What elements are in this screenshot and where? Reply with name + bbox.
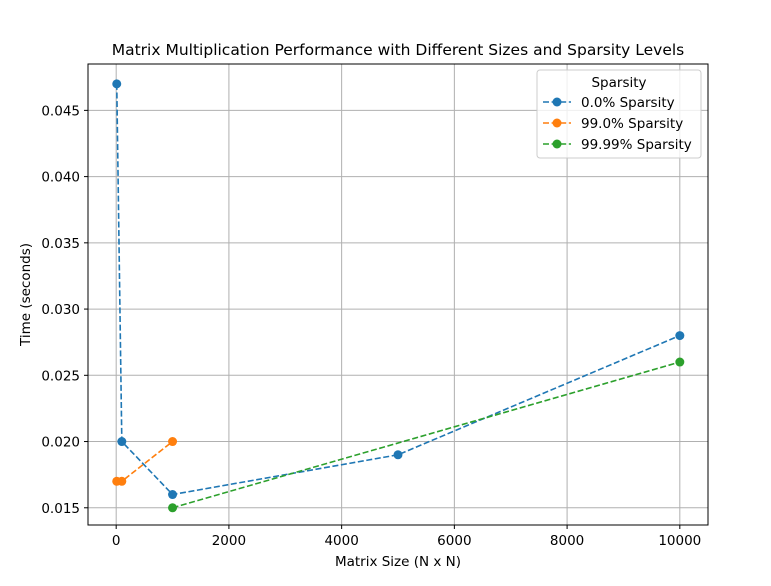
series-layer [112, 79, 685, 513]
x-tick-label: 6000 [437, 533, 471, 549]
y-tick-label: 0.045 [41, 103, 80, 119]
y-tick-label: 0.020 [41, 435, 80, 451]
plot-frame [87, 63, 709, 526]
legend-title: Sparsity [591, 75, 646, 91]
x-tick-label: 2000 [212, 533, 246, 549]
data-point [168, 437, 178, 447]
series-0 [112, 79, 685, 500]
y-tick-label: 0.025 [41, 368, 80, 384]
legend-marker [552, 97, 562, 107]
legend-box [536, 69, 702, 159]
data-point [112, 79, 122, 89]
legend-entry: 0.0% Sparsity [543, 95, 675, 111]
x-tick-label: 0 [112, 533, 121, 549]
y-tick-label: 0.015 [41, 501, 80, 517]
y-axis: 0.015 0.020 0.025 0.030 0.035 0.040 0.045 [41, 103, 88, 517]
data-point [168, 503, 178, 513]
data-point [675, 331, 685, 341]
series-line [172, 361, 681, 509]
legend-marker [552, 118, 562, 128]
data-point [117, 437, 127, 447]
data-point [675, 357, 685, 367]
series-1 [112, 437, 178, 486]
grid [88, 64, 708, 525]
legend-entry: 99.99% Sparsity [543, 137, 692, 153]
x-axis: 0 2000 4000 6000 8000 10000 [112, 525, 701, 549]
x-tick-label: 10000 [658, 533, 701, 549]
legend: Sparsity 0.0% Sparsity 99.0% Sparsity 99.99… [536, 69, 702, 159]
y-axis-label: Time (seconds) [18, 243, 34, 347]
data-point [168, 490, 178, 500]
data-point [393, 450, 403, 460]
y-tick-label: 0.040 [41, 170, 80, 186]
data-point [117, 476, 127, 486]
x-tick-label: 8000 [550, 533, 584, 549]
y-tick-label: 0.030 [41, 302, 80, 318]
y-tick-label: 0.035 [41, 236, 80, 252]
legend-label: 0.0% Sparsity [581, 95, 675, 111]
series-2 [168, 357, 685, 513]
chart-title: Matrix Multiplication Performance with D… [112, 41, 685, 59]
legend-marker [552, 139, 562, 149]
x-tick-label: 4000 [324, 533, 358, 549]
legend-label: 99.99% Sparsity [581, 137, 692, 153]
legend-label: 99.0% Sparsity [581, 116, 683, 132]
legend-entry: 99.0% Sparsity [543, 116, 683, 132]
x-axis-label: Matrix Size (N x N) [335, 554, 461, 570]
